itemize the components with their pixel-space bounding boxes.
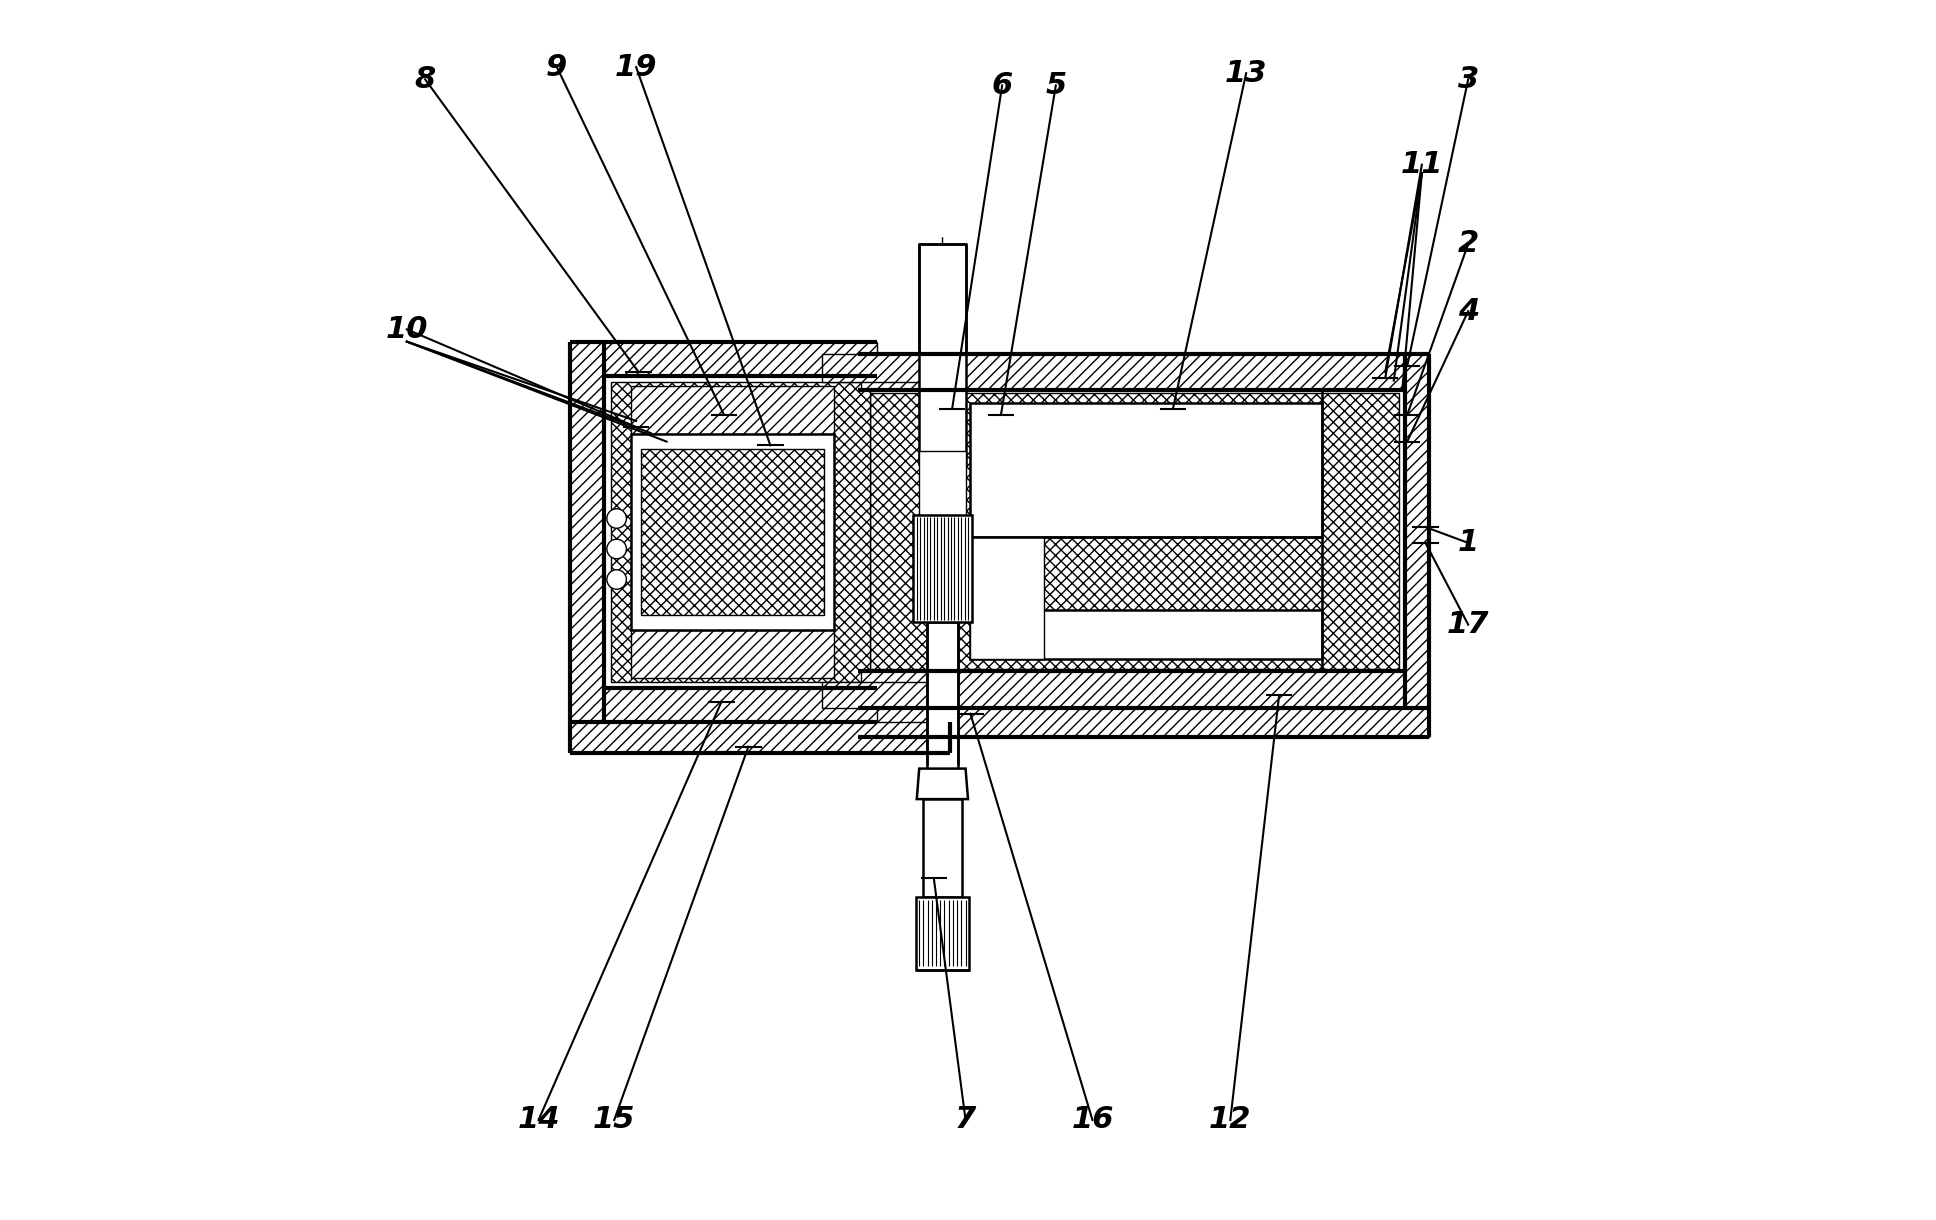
Text: 13: 13 (1225, 59, 1268, 88)
Text: 8: 8 (414, 65, 436, 94)
Text: 7: 7 (954, 1105, 976, 1135)
Polygon shape (821, 682, 937, 708)
Bar (920, 244, 966, 464)
Bar (927, 622, 958, 769)
Circle shape (606, 570, 627, 589)
Polygon shape (858, 671, 1406, 708)
Polygon shape (604, 342, 877, 376)
Circle shape (606, 509, 627, 528)
Text: 10: 10 (385, 315, 428, 344)
Polygon shape (1406, 354, 1429, 708)
Text: 4: 4 (1458, 296, 1479, 326)
Text: 2: 2 (1458, 229, 1479, 259)
Circle shape (606, 539, 627, 559)
Polygon shape (631, 630, 834, 678)
Text: 3: 3 (1458, 65, 1479, 94)
Bar (914, 515, 972, 622)
Bar (920, 451, 966, 525)
Text: 11: 11 (1400, 150, 1442, 179)
Text: 5: 5 (1045, 71, 1067, 100)
Text: 12: 12 (1210, 1105, 1251, 1135)
Polygon shape (858, 354, 1406, 390)
Polygon shape (871, 393, 1398, 669)
Bar (916, 897, 970, 970)
Text: 9: 9 (546, 52, 567, 82)
Text: 19: 19 (616, 52, 658, 82)
Text: 16: 16 (1071, 1105, 1113, 1135)
Bar (923, 799, 962, 897)
Polygon shape (641, 449, 825, 615)
Polygon shape (862, 354, 937, 390)
Text: 1: 1 (1458, 528, 1479, 558)
Bar (631, 434, 834, 630)
Polygon shape (862, 671, 937, 708)
Bar (970, 537, 1044, 659)
Text: 17: 17 (1446, 610, 1489, 639)
Polygon shape (571, 342, 604, 722)
Text: 14: 14 (517, 1105, 560, 1135)
Polygon shape (571, 722, 951, 753)
Text: 6: 6 (991, 71, 1013, 100)
Polygon shape (604, 688, 877, 722)
Polygon shape (858, 708, 1429, 737)
Polygon shape (821, 354, 937, 382)
Bar (970, 403, 1322, 537)
Polygon shape (610, 382, 871, 682)
Polygon shape (918, 769, 968, 799)
Text: 15: 15 (592, 1105, 635, 1135)
Polygon shape (631, 386, 834, 434)
Bar (970, 610, 1322, 659)
